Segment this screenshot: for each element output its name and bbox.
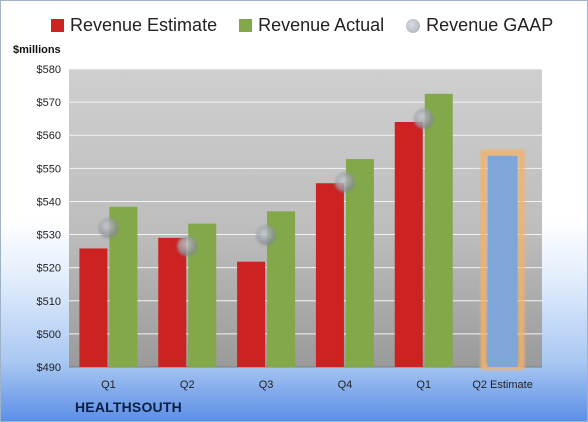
y-tick-label: $560 [37,130,61,142]
y-tick-label: $530 [37,230,61,242]
bar-revenue-estimate [394,121,423,367]
bar-revenue-estimate [158,237,187,367]
y-tick-label: $570 [37,97,61,109]
legend: Revenue Estimate Revenue Actual Revenue … [51,15,575,36]
bar-revenue-actual [345,159,374,367]
y-tick-label: $510 [37,296,61,308]
bar-revenue-actual [424,93,453,367]
x-tick-label: Q1 [101,379,116,391]
point-revenue-gaap [256,225,277,246]
y-tick-label: $540 [37,196,61,208]
legend-item-actual: Revenue Actual [239,15,384,36]
legend-label-actual: Revenue Actual [258,15,385,35]
y-tick-label: $550 [37,163,61,175]
brand-label: HEALTHSOUTH [75,399,182,415]
legend-swatch-actual [239,19,253,32]
legend-swatch-estimate [51,19,64,32]
y-tick-label: $490 [37,362,61,374]
point-revenue-gaap [98,217,119,238]
x-tick-label: Q4 [338,379,353,391]
bar-revenue-estimate [79,248,108,367]
legend-label-gaap: Revenue GAAP [426,15,554,35]
y-axis-unit-label: $millions [13,44,61,56]
x-tick-label: Q2 [180,379,195,391]
plot-area [69,69,542,367]
y-tick-label: $520 [37,263,61,275]
legend-item-estimate: Revenue Estimate [51,15,217,36]
y-tick-label: $580 [37,64,61,76]
y-tick-label: $500 [37,329,61,341]
legend-label-estimate: Revenue Estimate [70,15,218,35]
legend-dot-gaap [406,18,421,33]
bar-revenue-estimate [315,183,344,367]
bar-revenue-estimate [237,261,266,367]
point-revenue-gaap [177,236,198,257]
x-tick-label: Q3 [259,379,274,391]
legend-item-gaap: Revenue GAAP [406,15,553,36]
bar-revenue-forecast [487,155,518,367]
point-revenue-gaap [334,172,355,193]
x-tick-label: Q2 Estimate [472,379,533,391]
x-tick-label: Q1 [416,379,431,391]
point-revenue-gaap [413,108,434,129]
